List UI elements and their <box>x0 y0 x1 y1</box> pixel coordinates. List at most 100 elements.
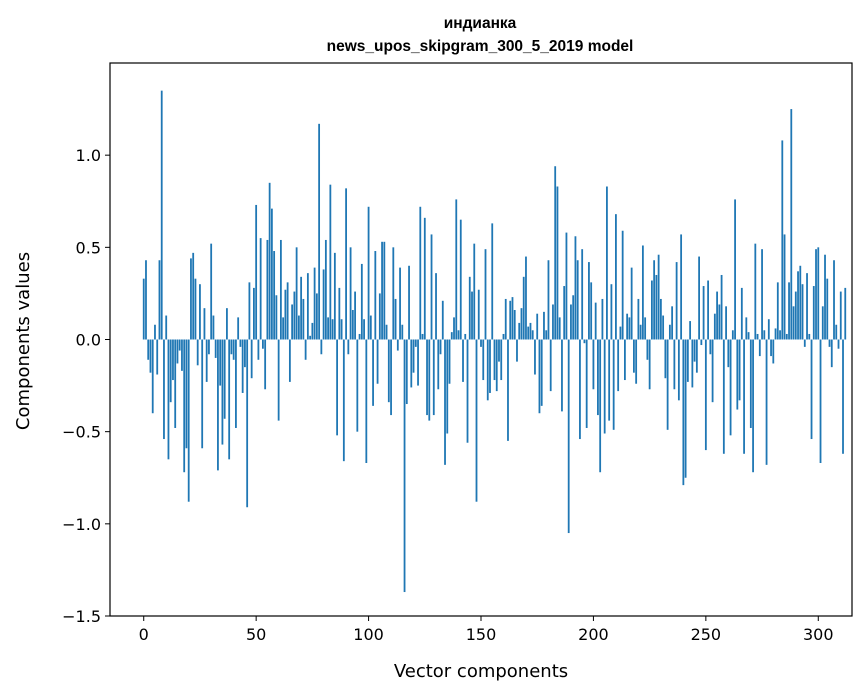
bar-202 <box>597 339 599 416</box>
bar-29 <box>208 339 210 355</box>
bar-56 <box>268 182 271 340</box>
bar-8 <box>160 90 163 340</box>
bar-271 <box>752 339 754 473</box>
bar-205 <box>603 339 606 434</box>
bar-11 <box>167 339 170 460</box>
bar-59 <box>275 295 278 340</box>
chart-subtitle: news_upos_skipgram_300_5_2019 model <box>327 38 634 55</box>
bar-184 <box>556 186 559 340</box>
x-tick-label: 50 <box>246 625 266 644</box>
bar-239 <box>680 234 683 340</box>
y-tick-label: 1.0 <box>76 146 101 165</box>
bar-293 <box>801 284 804 340</box>
y-tick-label: −1.5 <box>62 607 101 626</box>
bar-67 <box>293 291 296 340</box>
bar-216 <box>628 317 631 340</box>
bar-155 <box>491 223 494 340</box>
bar-259 <box>725 306 727 340</box>
bar-238 <box>677 339 680 401</box>
bar-270 <box>749 339 752 428</box>
bar-40 <box>232 339 235 360</box>
bar-185 <box>558 317 561 340</box>
bar-303 <box>824 254 826 340</box>
bar-156 <box>493 339 496 381</box>
bar-83 <box>329 184 332 340</box>
bar-191 <box>572 295 575 340</box>
bar-310 <box>839 291 842 340</box>
bar-165 <box>513 310 516 340</box>
bar-24 <box>196 339 199 366</box>
bar-169 <box>522 276 525 340</box>
bar-94 <box>354 291 356 340</box>
bar-78 <box>318 123 321 340</box>
bar-128 <box>430 234 433 340</box>
bar-17 <box>181 339 183 371</box>
bar-115 <box>401 324 404 340</box>
bar-249 <box>702 286 705 340</box>
bar-190 <box>570 304 572 340</box>
bar-105 <box>378 293 381 340</box>
bar-228 <box>655 274 658 340</box>
bar-183 <box>554 166 557 340</box>
bar-138 <box>453 317 455 340</box>
bar-274 <box>758 339 761 357</box>
bar-237 <box>675 262 678 340</box>
bar-136 <box>448 339 451 384</box>
bar-281 <box>774 328 777 340</box>
y-tick-label: 0.5 <box>76 238 101 257</box>
x-tick-label: 250 <box>691 625 722 644</box>
bar-158 <box>498 339 500 362</box>
bar-33 <box>217 339 219 471</box>
bar-30 <box>210 243 213 340</box>
bar-122 <box>417 339 419 386</box>
bar-0 <box>142 278 145 340</box>
bar-137 <box>450 332 453 340</box>
bar-2 <box>147 339 150 360</box>
bar-16 <box>178 339 181 351</box>
bar-89 <box>342 339 345 462</box>
bar-269 <box>747 332 750 340</box>
bar-15 <box>176 339 179 364</box>
bar-93 <box>351 310 354 340</box>
bar-297 <box>810 339 813 440</box>
bar-273 <box>756 333 759 340</box>
bar-282 <box>776 282 779 340</box>
bar-277 <box>765 339 768 465</box>
bar-217 <box>630 267 633 340</box>
bar-285 <box>783 234 786 340</box>
bar-126 <box>426 339 428 416</box>
bar-187 <box>563 286 566 340</box>
bar-32 <box>214 339 217 358</box>
bar-95 <box>356 339 359 432</box>
bar-44 <box>241 339 244 393</box>
bar-289 <box>792 306 795 340</box>
bar-257 <box>720 274 723 340</box>
bar-51 <box>257 339 260 360</box>
bar-143 <box>464 333 467 340</box>
bar-258 <box>722 339 725 454</box>
bar-112 <box>394 298 397 340</box>
bar-284 <box>781 140 784 340</box>
bar-119 <box>410 339 413 388</box>
bar-64 <box>286 282 289 340</box>
bar-81 <box>324 239 327 340</box>
bar-107 <box>383 241 386 340</box>
bar-176 <box>538 339 541 414</box>
bar-164 <box>511 297 514 340</box>
bar-60 <box>277 339 280 421</box>
bar-31 <box>212 315 215 340</box>
bar-50 <box>255 204 258 340</box>
bar-170 <box>525 256 527 340</box>
bar-3 <box>149 339 152 373</box>
bar-308 <box>835 324 838 340</box>
bar-192 <box>574 236 577 340</box>
bar-261 <box>729 339 732 436</box>
bar-113 <box>396 339 399 351</box>
bar-151 <box>482 339 485 381</box>
bar-207 <box>608 339 611 421</box>
bar-166 <box>516 339 518 362</box>
bar-65 <box>288 339 291 382</box>
bar-200 <box>592 339 595 390</box>
bar-175 <box>536 313 539 340</box>
bar-19 <box>185 339 188 449</box>
